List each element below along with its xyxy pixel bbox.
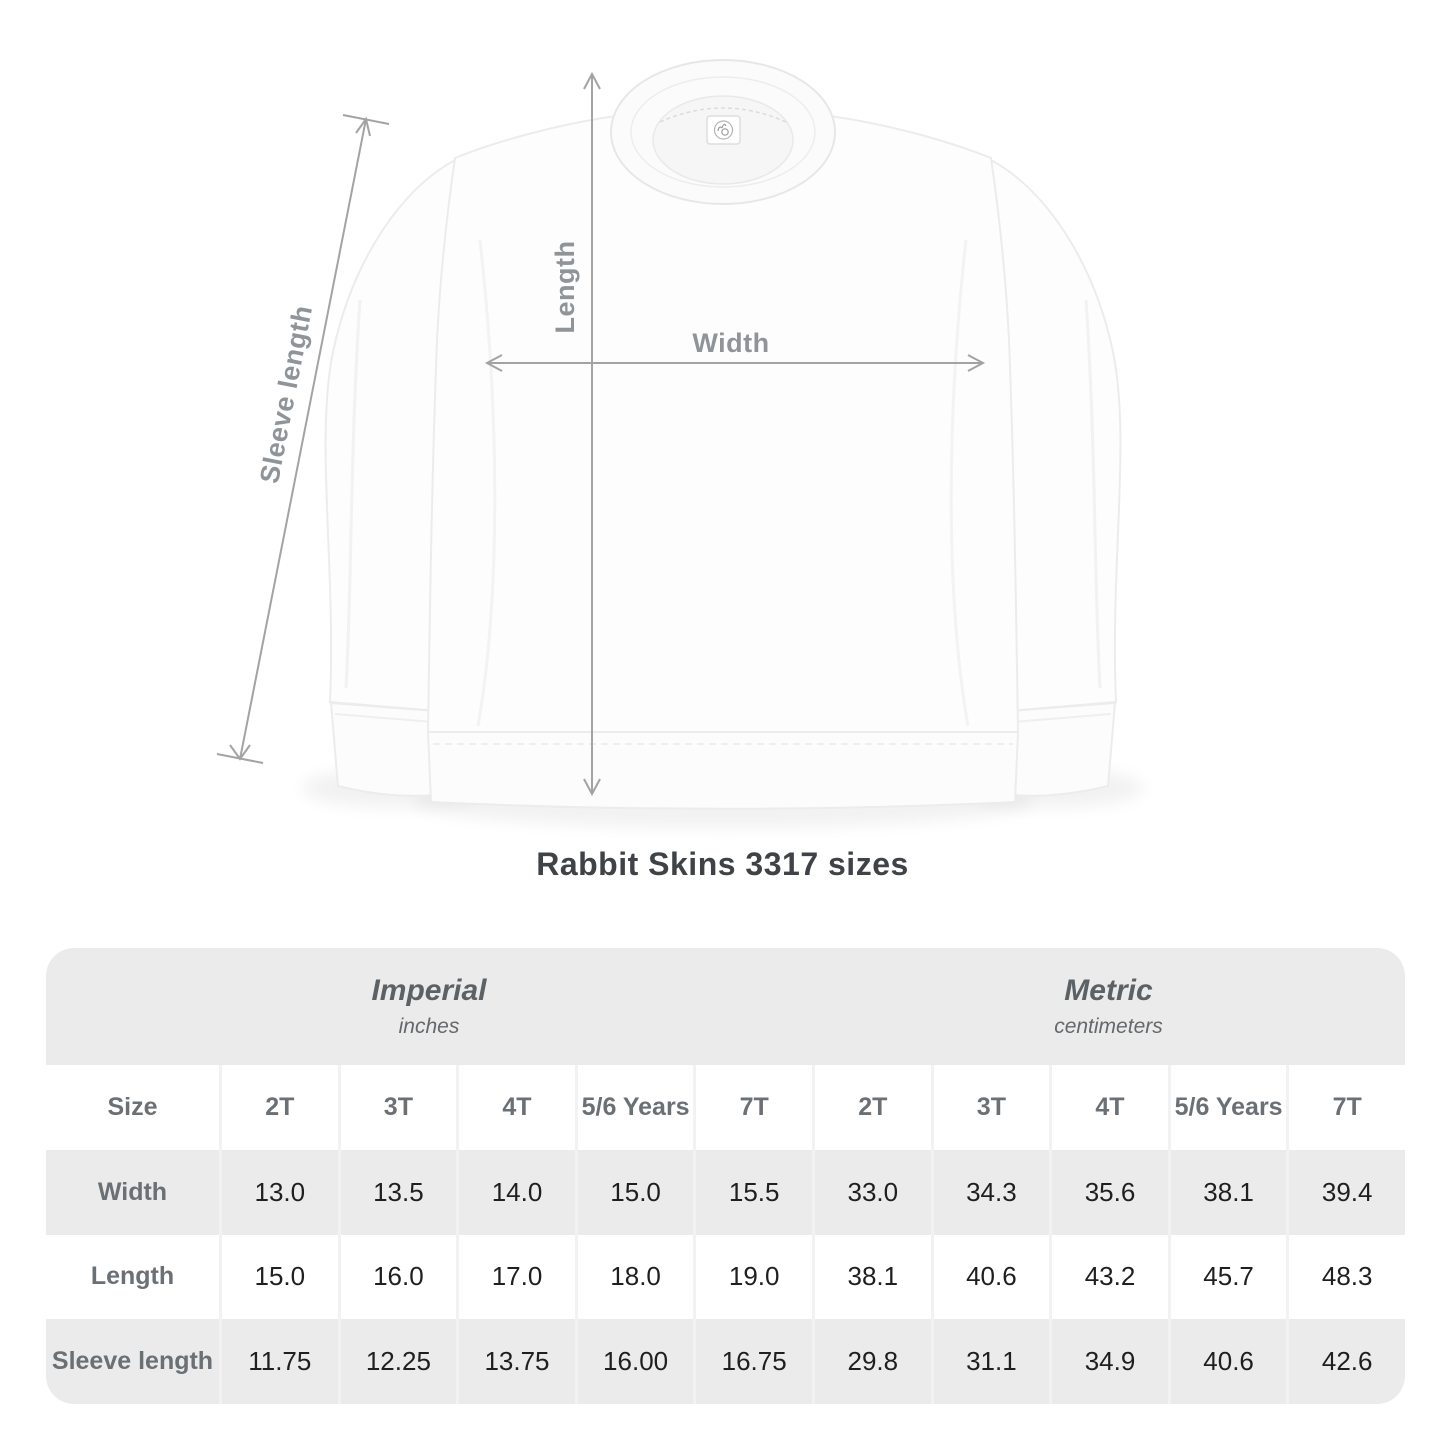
value-cell: 15.0 bbox=[574, 1149, 694, 1235]
sweatshirt-diagram: Length Width Sleeve length bbox=[216, 59, 1145, 828]
value-cell: 12.25 bbox=[337, 1319, 457, 1404]
value-cell: 16.00 bbox=[574, 1319, 694, 1404]
column-header: 5/6 Years bbox=[1167, 1065, 1287, 1150]
value-cell: 40.6 bbox=[930, 1234, 1050, 1320]
column-header: 3T bbox=[337, 1065, 457, 1150]
column-header: 5/6 Years bbox=[574, 1065, 694, 1150]
value-cell: 19.0 bbox=[693, 1234, 812, 1320]
page-title: Rabbit Skins 3317 sizes bbox=[536, 846, 909, 882]
sleeve-length-arrow bbox=[216, 114, 390, 764]
value-cell: 16.0 bbox=[337, 1234, 457, 1320]
size-corner-header: Size bbox=[46, 1065, 219, 1150]
value-cell: 29.8 bbox=[811, 1319, 931, 1404]
imperial-unit-label: inches bbox=[398, 1015, 460, 1038]
value-cell: 42.6 bbox=[1286, 1319, 1405, 1404]
value-cell: 45.7 bbox=[1167, 1234, 1287, 1320]
column-header: 4T bbox=[1049, 1065, 1168, 1150]
value-cell: 38.1 bbox=[1167, 1149, 1287, 1235]
row-label: Sleeve length bbox=[46, 1319, 219, 1404]
collar bbox=[610, 59, 836, 205]
value-cell: 33.0 bbox=[811, 1149, 931, 1235]
width-label: Width bbox=[692, 328, 769, 358]
column-header: 2T bbox=[811, 1065, 931, 1150]
column-header: 7T bbox=[693, 1065, 812, 1150]
value-cell: 13.5 bbox=[337, 1149, 457, 1235]
value-cell: 16.75 bbox=[693, 1319, 812, 1404]
metric-unit-label: centimeters bbox=[1054, 1015, 1163, 1038]
value-cell: 48.3 bbox=[1286, 1234, 1405, 1320]
hem-band bbox=[426, 731, 1020, 810]
sweatshirt-body bbox=[426, 115, 1020, 810]
sleeve-length-label: Sleeve length bbox=[254, 303, 318, 486]
row-label: Length bbox=[46, 1234, 219, 1320]
value-cell: 38.1 bbox=[811, 1234, 931, 1320]
collar-tag bbox=[706, 115, 741, 145]
size-table: Imperial inches Metric centimeters Size 2… bbox=[46, 948, 1405, 1404]
value-cell: 34.3 bbox=[930, 1149, 1050, 1235]
row-label: Width bbox=[46, 1149, 219, 1235]
column-header: 4T bbox=[456, 1065, 575, 1150]
metric-label: Metric bbox=[1064, 974, 1153, 1007]
imperial-section-header: Imperial inches bbox=[46, 948, 812, 1065]
imperial-label: Imperial bbox=[371, 974, 487, 1007]
column-header: 2T bbox=[219, 1065, 338, 1150]
value-cell: 13.75 bbox=[456, 1319, 575, 1404]
value-cell: 39.4 bbox=[1286, 1149, 1405, 1235]
value-cell: 35.6 bbox=[1049, 1149, 1168, 1235]
value-cell: 31.1 bbox=[930, 1319, 1050, 1404]
value-cell: 17.0 bbox=[456, 1234, 575, 1320]
value-cell: 13.0 bbox=[219, 1149, 338, 1235]
value-cell: 11.75 bbox=[219, 1319, 338, 1404]
metric-section-header: Metric centimeters bbox=[811, 948, 1405, 1065]
value-cell: 14.0 bbox=[456, 1149, 575, 1235]
column-header: 3T bbox=[930, 1065, 1050, 1150]
value-cell: 40.6 bbox=[1167, 1319, 1287, 1404]
value-cell: 15.5 bbox=[693, 1149, 812, 1235]
length-label: Length bbox=[550, 241, 580, 334]
width-arrow bbox=[484, 354, 986, 372]
rabbit-logo-icon bbox=[713, 120, 734, 140]
length-arrow bbox=[583, 71, 601, 797]
value-cell: 15.0 bbox=[219, 1234, 338, 1320]
value-cell: 18.0 bbox=[574, 1234, 694, 1320]
value-cell: 34.9 bbox=[1049, 1319, 1168, 1404]
column-header: 7T bbox=[1286, 1065, 1405, 1150]
value-cell: 43.2 bbox=[1049, 1234, 1168, 1320]
